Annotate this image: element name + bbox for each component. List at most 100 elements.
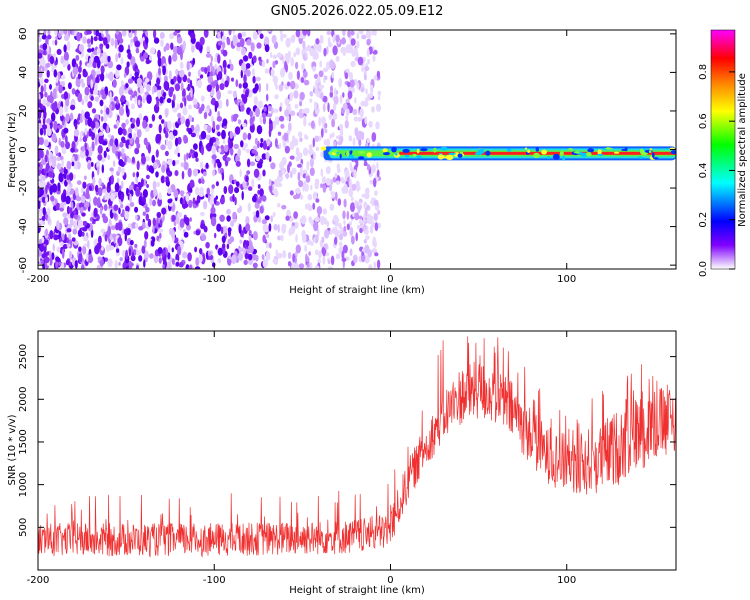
noise-speck bbox=[245, 216, 250, 226]
x-tick-label: -200 bbox=[27, 274, 50, 285]
noise-speck bbox=[313, 191, 318, 200]
noise-speck bbox=[189, 188, 193, 193]
noise-speck bbox=[365, 88, 368, 95]
noise-speck bbox=[293, 194, 299, 200]
noise-speck bbox=[301, 108, 306, 114]
noise-speck bbox=[328, 113, 333, 120]
noise-speck bbox=[266, 58, 269, 64]
x-tick-label: 0 bbox=[387, 274, 393, 285]
noise-speck bbox=[228, 184, 234, 194]
noise-speck bbox=[223, 186, 228, 194]
noise-speck bbox=[265, 83, 269, 92]
noise-speck bbox=[156, 89, 161, 97]
noise-speck bbox=[314, 135, 320, 143]
noise-speck bbox=[81, 145, 86, 152]
noise-speck bbox=[239, 38, 245, 48]
noise-speck bbox=[278, 142, 282, 149]
noise-speck bbox=[138, 113, 143, 121]
noise-speck bbox=[101, 164, 105, 174]
noise-speck bbox=[320, 183, 323, 188]
noise-speck bbox=[183, 231, 189, 238]
noise-speck bbox=[231, 77, 234, 82]
noise-speck bbox=[358, 30, 364, 35]
noise-speck bbox=[365, 235, 370, 241]
noise-speck bbox=[194, 266, 201, 269]
noise-speck bbox=[63, 44, 67, 53]
noise-speck bbox=[366, 48, 370, 57]
noise-speck bbox=[177, 245, 182, 256]
noise-speck bbox=[217, 161, 222, 169]
noise-speck bbox=[60, 155, 64, 161]
noise-speck bbox=[76, 31, 81, 42]
noise-speck bbox=[364, 97, 371, 102]
noise-speck bbox=[173, 220, 177, 227]
noise-speck bbox=[226, 157, 231, 162]
noise-speck bbox=[346, 81, 351, 88]
noise-speck bbox=[153, 37, 160, 44]
noise-speck bbox=[86, 30, 92, 35]
noise-speck bbox=[54, 30, 58, 36]
signal-blob bbox=[559, 151, 564, 156]
noise-speck bbox=[274, 60, 278, 65]
noise-speck bbox=[125, 83, 129, 89]
snr-series-layer bbox=[38, 336, 676, 558]
noise-speck bbox=[105, 244, 111, 252]
noise-speck bbox=[99, 207, 103, 215]
noise-speck bbox=[349, 221, 352, 226]
noise-speck bbox=[274, 138, 278, 148]
noise-speck bbox=[326, 177, 331, 186]
noise-speck bbox=[290, 80, 296, 90]
noise-speck bbox=[364, 244, 370, 254]
noise-speck bbox=[122, 249, 126, 257]
noise-speck bbox=[368, 121, 373, 128]
noise-speck bbox=[39, 77, 44, 86]
noise-speck bbox=[57, 182, 61, 192]
noise-speck bbox=[136, 142, 141, 149]
noise-speck bbox=[168, 55, 172, 65]
noise-speck bbox=[87, 43, 92, 48]
noise-speck bbox=[110, 245, 115, 250]
noise-speck bbox=[38, 162, 41, 168]
noise-speck bbox=[43, 128, 46, 136]
noise-speck bbox=[122, 209, 125, 215]
noise-speck bbox=[77, 92, 83, 103]
noise-speck bbox=[348, 188, 354, 197]
colorbar-ticks: 0.0 0.2 0.4 0.6 0.8 bbox=[698, 64, 735, 277]
noise-speck bbox=[295, 30, 301, 38]
noise-speck bbox=[62, 62, 66, 67]
noise-speck bbox=[349, 162, 352, 169]
noise-speck bbox=[241, 122, 247, 128]
signal-blob bbox=[382, 148, 388, 153]
noise-speck bbox=[98, 32, 102, 41]
noise-speck bbox=[160, 39, 164, 47]
noise-speck bbox=[103, 204, 108, 211]
noise-speck bbox=[177, 112, 182, 118]
noise-speck bbox=[134, 125, 138, 132]
noise-speck bbox=[320, 37, 324, 43]
noise-speck bbox=[114, 38, 118, 49]
noise-speck bbox=[350, 196, 354, 202]
noise-speck bbox=[287, 261, 292, 267]
noise-speck bbox=[143, 52, 149, 59]
noise-speck bbox=[226, 37, 231, 46]
noise-speck bbox=[205, 53, 212, 58]
noise-speck bbox=[372, 239, 377, 247]
noise-speck bbox=[234, 196, 237, 206]
noise-speck bbox=[263, 106, 267, 112]
signal-blob bbox=[670, 150, 676, 155]
noise-speck bbox=[103, 37, 108, 46]
noise-speck bbox=[242, 81, 248, 89]
noise-speck bbox=[255, 210, 260, 218]
noise-speck bbox=[161, 207, 167, 215]
noise-speck bbox=[361, 251, 364, 256]
noise-speckle-layer bbox=[38, 30, 382, 269]
noise-speck bbox=[140, 56, 145, 62]
signal-blob bbox=[357, 150, 366, 154]
noise-speck bbox=[58, 84, 63, 94]
noise-speck bbox=[53, 64, 58, 69]
noise-speck bbox=[160, 119, 165, 124]
noise-speck bbox=[272, 258, 278, 264]
noise-speck bbox=[128, 132, 133, 139]
noise-speck bbox=[50, 195, 55, 202]
noise-speck bbox=[84, 127, 88, 136]
